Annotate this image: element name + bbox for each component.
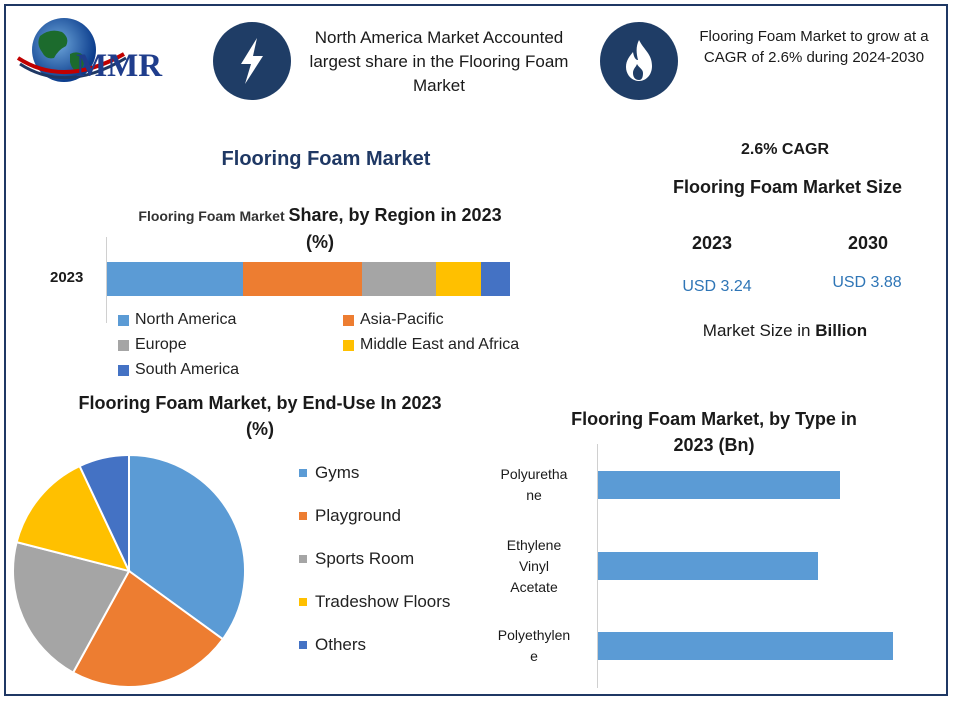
pie-legend-gyms: Gyms: [299, 463, 359, 483]
legend-label: Middle East and Africa: [360, 336, 520, 353]
pie-slice-sports-room: [12, 540, 131, 675]
pie-legend-playground: Playground: [299, 506, 401, 526]
region-legend-north-america: North America: [118, 311, 236, 329]
pie-legend-tradeshow-floors: Tradeshow Floors: [299, 592, 450, 612]
market-size-unit: Market Size in Billion: [660, 321, 910, 341]
region-segment-north-america: [107, 262, 243, 296]
type-label-line: Polyuretha: [500, 466, 568, 482]
enduse-chart-title: Flooring Foam Market, by End-Use In 2023…: [40, 390, 480, 442]
region-title-rest: Share, by Region in 2023: [288, 205, 502, 225]
infographic-frame: [4, 4, 948, 696]
lightning-icon: [241, 38, 263, 84]
flame-icon: [626, 40, 652, 81]
region-segment-south-america: [481, 262, 510, 296]
type-label-polyurethane: Polyuretha ne: [478, 464, 590, 506]
legend-label: Tradeshow Floors: [315, 592, 451, 611]
unit-prefix: Market Size in: [702, 321, 816, 340]
pie-slice-playground: [71, 569, 225, 688]
pie-slice-tradeshow-floors: [15, 464, 131, 573]
legend-swatch: [299, 641, 307, 649]
region-legend-south-america: South America: [118, 361, 239, 379]
type-label-ethylenevinylacetate: Ethylene Vinyl Acetate: [478, 535, 590, 598]
legend-swatch: [299, 512, 307, 520]
cagr-label: 2.6% CAGR: [740, 141, 830, 158]
region-legend-asia-pacific: Asia-Pacific: [343, 311, 444, 329]
type-axis-line: [597, 444, 598, 688]
type-chart-title: Flooring Foam Market, by Type in 2023 (B…: [540, 406, 888, 458]
legend-swatch: [299, 598, 307, 606]
legend-label: Europe: [135, 336, 187, 353]
legend-swatch: [299, 469, 307, 477]
year-2030: 2030: [847, 233, 889, 253]
region-stacked-bar: [107, 262, 627, 296]
pie-legend-others: Others: [299, 635, 366, 655]
type-title-line2: 2023 (Bn): [673, 435, 755, 455]
region-segment-middle-east-and-africa: [435, 262, 482, 296]
market-size-title: Flooring Foam Market Size: [672, 177, 903, 197]
pie-legend-sports-room: Sports Room: [299, 549, 414, 569]
pie-slice-gyms: [128, 453, 246, 641]
region-segment-asia-pacific: [242, 262, 362, 296]
type-bar-polyethylene: [598, 632, 894, 660]
value-2030: USD 3.88: [832, 274, 902, 291]
region-chart-title: Flooring Foam Market Share, by Region in…: [100, 202, 540, 255]
region-category-label: 2023: [50, 269, 84, 286]
type-label-line: Vinyl: [518, 557, 550, 574]
region-legend-middle-east-and-africa: Middle East and Africa: [343, 336, 519, 354]
legend-label: Gyms: [315, 463, 360, 482]
type-bar-polyurethane: [598, 471, 840, 499]
legend-label: Asia-Pacific: [360, 311, 444, 328]
legend-label: Playground: [315, 506, 402, 525]
legend-swatch: [299, 555, 307, 563]
info-north-america: North America Market Accounted largest s…: [309, 28, 569, 95]
legend-label: North America: [135, 311, 237, 328]
type-label-polyethylene: Polyethylen e: [478, 625, 590, 667]
legend-swatch: [118, 364, 129, 376]
enduse-title-line2: (%): [246, 419, 274, 439]
flame-badge: [600, 22, 678, 100]
lightning-badge: [213, 22, 291, 100]
legend-swatch: [118, 314, 129, 326]
enduse-pie-chart: [12, 453, 246, 688]
logo-text: MMR: [76, 48, 163, 84]
enduse-title: Flooring Foam Market, by End-Use In 2023: [78, 393, 442, 413]
region-axis-line: [106, 237, 107, 323]
legend-swatch: [343, 339, 354, 351]
year-2023: 2023: [691, 233, 733, 253]
type-label-line: Polyethylen: [497, 627, 571, 643]
type-label-line: e: [530, 648, 538, 664]
region-legend-europe: Europe: [118, 336, 187, 354]
region-title-prefix: Flooring Foam Market: [138, 208, 289, 224]
legend-label: Sports Room: [315, 549, 415, 568]
pie-slice-others: [78, 453, 130, 572]
legend-label: South America: [135, 361, 240, 378]
globe-icon: [16, 18, 127, 82]
logo: MMR: [14, 14, 194, 86]
info-cagr: Flooring Foam Market to grow at a CAGR o…: [699, 28, 929, 66]
type-title: Flooring Foam Market, by Type in: [571, 409, 857, 429]
legend-swatch: [343, 314, 354, 326]
type-label-line: Acetate: [510, 578, 558, 595]
legend-swatch: [118, 339, 129, 351]
type-label-line: ne: [526, 487, 542, 503]
value-2023: USD 3.24: [682, 278, 752, 295]
legend-label: Others: [315, 635, 367, 654]
main-title: Flooring Foam Market: [221, 148, 431, 170]
region-title-line2: (%): [306, 232, 334, 252]
region-segment-europe: [361, 262, 436, 296]
type-label-line: Ethylene: [506, 536, 562, 553]
type-bar-ethylenevinylacetate: [598, 552, 819, 580]
unit-bold: Billion: [815, 321, 868, 340]
